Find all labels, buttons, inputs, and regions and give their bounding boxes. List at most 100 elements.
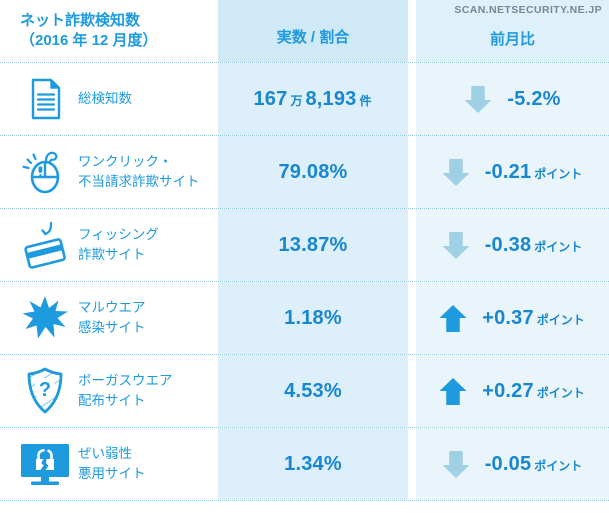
column-header-value-label: 実数 / 割合 [276,28,350,46]
row-change-cell: -0.38 ポイント [416,209,609,281]
column-gap [408,136,416,208]
table-row: フィッシング 詐欺サイト 13.87% -0.38 ポイント [0,209,609,282]
change-text: -0.21 ポイント [485,161,584,184]
row-value-cell: 4.53% [218,355,408,427]
row-label-cell: ? ボーガスウエア 配布サイト [0,355,218,427]
row-change-cell: +0.37 ポイント [416,282,609,354]
site-watermark: SCAN.NETSECURITY.NE.JP [454,4,602,16]
row-change-cell: +0.27 ポイント [416,355,609,427]
row-value-cell: 167 万 8,193 件 [218,63,408,135]
down-arrow-icon [442,158,470,186]
value-segment: 8,193 [305,87,357,110]
value-segment: 1.34% [284,452,342,475]
bottom-margin [0,501,609,513]
down-arrow-icon [464,85,492,113]
table-row: ぜい弱性 悪用サイト 1.34% -0.05 ポイント [0,428,609,501]
value-segment: 1.18% [284,306,342,329]
row-value: 79.08% [278,161,347,184]
change-segment: -0.05 [484,452,532,475]
column-gap [408,282,416,354]
change-segment: -0.38 [484,233,532,256]
row-label: フィッシング 詐欺サイト [78,227,159,262]
value-segment: 件 [359,93,372,108]
up-arrow-icon [439,377,467,405]
row-value: 1.34% [284,453,342,476]
row-label-cell: 総検知数 [0,63,218,135]
value-segment: 13.87% [278,233,348,256]
column-gap [408,355,416,427]
row-label: ぜい弱性 悪用サイト [78,446,146,481]
row-label: ボーガスウエア 配布サイト [78,373,173,408]
row-label: ワンクリック・ 不当請求詐欺サイト [78,154,200,189]
value-segment: 万 [290,93,303,108]
down-arrow-icon [442,450,470,478]
column-gap [408,209,416,281]
change-segment: ポイント [534,166,583,181]
row-value-cell: 79.08% [218,136,408,208]
change-text: -0.05 ポイント [485,453,584,476]
change-segment: +0.27 [482,379,534,402]
change-text: -0.38 ポイント [485,234,584,257]
change-segment: +0.37 [482,306,534,329]
row-change-cell: -0.21 ポイント [416,136,609,208]
row-change: -5.2% [464,85,560,113]
svg-text:?: ? [39,379,51,401]
malware-burst-icon [16,294,74,342]
column-gap [408,63,416,135]
change-segment: ポイント [536,385,585,400]
value-segment: 79.08% [278,160,348,183]
table-row: マルウエア 感染サイト 1.18% +0.37 ポイント [0,282,609,355]
row-value-cell: 1.34% [218,428,408,500]
column-gap [408,0,416,62]
change-segment: ポイント [534,239,583,254]
document-icon [16,77,74,121]
row-label-cell: マルウエア 感染サイト [0,282,218,354]
one-click-mouse-icon [16,147,74,197]
table-row: ? ボーガスウエア 配布サイト 4.53% +0.27 ポイント [0,355,609,428]
down-arrow-icon [442,231,470,259]
row-change: -0.05 ポイント [442,450,584,478]
value-segment: 167 [253,87,288,110]
row-value-cell: 1.18% [218,282,408,354]
row-label-cell: ぜい弱性 悪用サイト [0,428,218,500]
row-label: 総検知数 [78,91,132,107]
table-title-line1: ネット詐欺検知数 [20,11,141,29]
column-header-change-label: 前月比 [489,30,535,48]
change-segment: ポイント [534,458,583,473]
row-value: 4.53% [284,380,342,403]
change-segment: ポイント [536,312,585,327]
row-change: +0.37 ポイント [439,304,586,332]
row-change: -0.21 ポイント [442,158,584,186]
column-header-value: 実数 / 割合 [218,0,408,62]
change-segment: -0.21 [484,160,532,183]
phishing-card-icon [16,220,74,270]
row-change-cell: -0.05 ポイント [416,428,609,500]
change-text: -5.2% [507,88,560,111]
change-text: +0.27 ポイント [482,380,586,403]
change-segment: -5.2% [507,87,561,110]
column-header-change: SCAN.NETSECURITY.NE.JP 前月比 [416,0,609,62]
column-gap [408,428,416,500]
bogusware-shield-icon: ? [16,366,74,416]
row-change: +0.27 ポイント [439,377,586,405]
table-body: 総検知数 167 万 8,193 件 -5.2% ワンクリック・ 不当請求詐欺サイト 79.0… [0,63,609,501]
value-segment: 4.53% [284,379,342,402]
table-title-line2: （2016 年 12 月度） [20,32,158,49]
table-row: 総検知数 167 万 8,193 件 -5.2% [0,63,609,136]
up-arrow-icon [439,304,467,332]
row-label: マルウエア 感染サイト [78,300,146,335]
row-value-cell: 13.87% [218,209,408,281]
vulnerability-monitor-icon [16,440,74,488]
row-label-cell: フィッシング 詐欺サイト [0,209,218,281]
table-title-cell: ネット詐欺検知数 （2016 年 12 月度） [0,0,218,62]
change-text: +0.37 ポイント [482,307,586,330]
row-change-cell: -5.2% [416,63,609,135]
row-change: -0.38 ポイント [442,231,584,259]
row-label-cell: ワンクリック・ 不当請求詐欺サイト [0,136,218,208]
table-header-row: ネット詐欺検知数 （2016 年 12 月度） 実数 / 割合 SCAN.NET… [0,0,609,63]
row-value: 167 万 8,193 件 [253,88,372,111]
table-row: ワンクリック・ 不当請求詐欺サイト 79.08% -0.21 ポイント [0,136,609,209]
row-value: 1.18% [284,307,342,330]
row-value: 13.87% [278,234,347,257]
